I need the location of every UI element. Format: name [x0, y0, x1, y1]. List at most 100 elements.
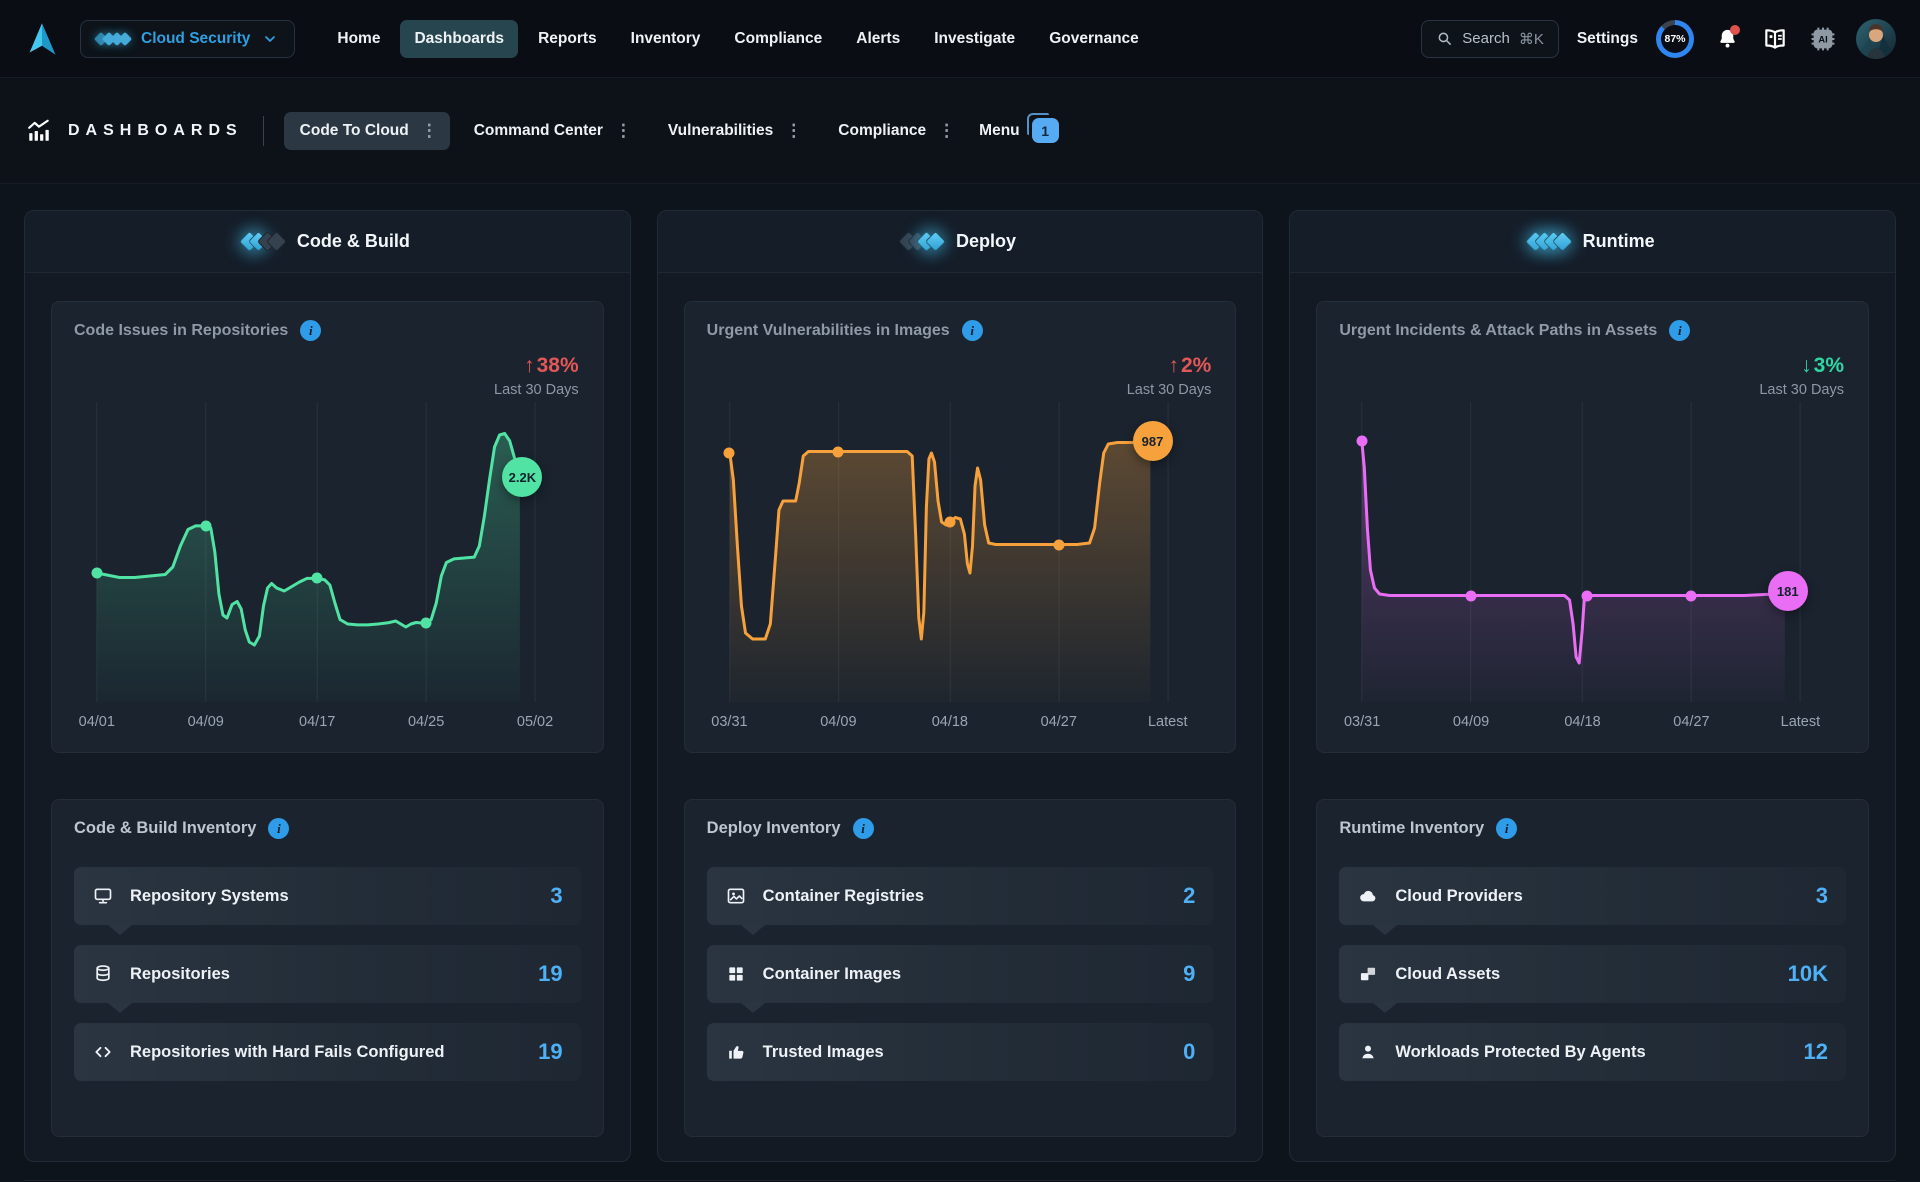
latest-value-bubble: 181 — [1767, 571, 1808, 611]
line-chart[interactable]: 2.2K — [74, 402, 581, 702]
grid-icon — [725, 963, 747, 985]
dashboard-tab-code-to-cloud[interactable]: Code To Cloud ⋮ — [283, 111, 450, 150]
cloud-icon — [1357, 885, 1379, 907]
image-icon — [725, 885, 747, 907]
data-point-dot — [91, 567, 103, 579]
health-score-ring[interactable]: 87% — [1656, 19, 1694, 58]
trend-change-value: 3% — [1813, 354, 1844, 377]
inventory-card: Code & Build Inventory i Repository Syst… — [51, 799, 604, 1137]
code-icon — [92, 1041, 114, 1063]
next-section-peek — [24, 1180, 1896, 1182]
tab-overflow-icon[interactable]: ⋮ — [785, 121, 803, 140]
inventory-row-value: 19 — [538, 1039, 563, 1064]
x-axis-tick-label: 04/17 — [299, 714, 336, 730]
stage-panel: Deploy Urgent Vulnerabilities in Images … — [656, 210, 1264, 1162]
info-icon[interactable]: i — [852, 818, 874, 839]
dashboard-tab-command-center[interactable]: Command Center ⋮ — [458, 112, 644, 150]
trend-change-value: 2% — [1180, 354, 1212, 377]
chart-title: Urgent Vulnerabilities in Images — [706, 321, 950, 339]
thumbs-up-icon — [725, 1041, 747, 1063]
inventory-row[interactable]: Cloud Assets 10K — [1339, 945, 1846, 1013]
inventory-row[interactable]: Repositories with Hard Fails Configured 1… — [74, 1023, 581, 1081]
tab-overflow-icon[interactable]: ⋮ — [614, 121, 632, 140]
dashboard-tab-vulnerabilities[interactable]: Vulnerabilities ⋮ — [652, 112, 814, 150]
divider — [262, 115, 264, 146]
inventory-row-label: Cloud Providers — [1395, 886, 1523, 905]
nav-item-investigate[interactable]: Investigate — [934, 29, 1016, 47]
x-axis-tick-label: 04/09 — [187, 714, 224, 730]
inventory-row-value: 9 — [1183, 961, 1196, 986]
trend-change: ↓ 3% Last 30 Days — [1759, 354, 1844, 398]
monitor-icon — [92, 885, 114, 907]
inventory-row[interactable]: Cloud Providers 3 — [1339, 867, 1846, 935]
inventory-row-label: Trusted Images — [762, 1042, 884, 1061]
nav-item-alerts[interactable]: Alerts — [856, 29, 901, 47]
data-point-dot — [1465, 590, 1477, 601]
line-chart[interactable]: 181 — [1339, 402, 1846, 702]
stage-header: Deploy — [657, 211, 1263, 273]
dashboards-menu-button[interactable]: Menu 1 — [967, 108, 1070, 153]
tab-overflow-icon[interactable]: ⋮ — [420, 121, 438, 140]
info-icon[interactable]: i — [300, 320, 322, 341]
documentation-button[interactable] — [1760, 24, 1790, 54]
data-point-dot — [200, 520, 212, 532]
line-chart[interactable]: 987 — [707, 402, 1214, 702]
stage-title: Code & Build — [296, 231, 410, 251]
inventory-row[interactable]: Repository Systems 3 — [74, 867, 581, 935]
stage-title: Deploy — [955, 231, 1016, 251]
notifications-button[interactable] — [1712, 24, 1742, 54]
info-icon[interactable]: i — [268, 818, 290, 839]
cortex-logo-icon[interactable] — [24, 21, 60, 57]
nav-item-dashboards[interactable]: Dashboards — [400, 19, 519, 58]
x-axis-labels: 04/01 04/09 04/17 04/25 05/02 — [74, 710, 581, 736]
user-avatar[interactable] — [1856, 18, 1896, 59]
inventory-row-label: Container Registries — [762, 886, 925, 905]
info-icon[interactable]: i — [961, 320, 983, 341]
info-icon[interactable]: i — [1669, 320, 1691, 341]
x-axis-tick-label: 04/18 — [1564, 714, 1601, 730]
trend-arrow-icon: ↑ — [1168, 354, 1179, 377]
product-switcher[interactable]: Cloud Security — [80, 19, 296, 58]
dashboard-tabs: Code To Cloud ⋮ Command Center ⋮ Vulnerabili… — [283, 111, 967, 150]
nav-item-reports[interactable]: Reports — [538, 29, 597, 47]
nav-item-home[interactable]: Home — [337, 29, 381, 47]
trend-period: Last 30 Days — [494, 382, 579, 398]
assets-icon — [1357, 963, 1379, 985]
inventory-card: Runtime Inventory i Cloud Providers 3 Clou… — [1316, 799, 1869, 1137]
x-axis-tick-label: 04/25 — [407, 714, 445, 730]
tab-overflow-icon[interactable]: ⋮ — [938, 121, 956, 140]
chevron-down-icon — [265, 35, 276, 42]
global-search-input[interactable]: Search ⌘K — [1421, 19, 1559, 58]
info-icon[interactable]: i — [1496, 818, 1518, 839]
nav-item-compliance[interactable]: Compliance — [734, 29, 823, 47]
x-axis-tick-label: 05/02 — [516, 714, 554, 730]
product-diamonds-icon — [93, 31, 133, 46]
dashboards-bar: DASHBOARDS Code To Cloud ⋮ Command Center ⋮… — [0, 78, 1920, 184]
dashboard-tab-compliance[interactable]: Compliance ⋮ — [822, 112, 967, 150]
settings-link[interactable]: Settings — [1576, 29, 1638, 47]
x-axis-tick-label: 04/27 — [1040, 714, 1077, 730]
health-score-value: 87% — [1664, 32, 1686, 45]
trend-period: Last 30 Days — [1759, 382, 1844, 398]
inventory-row[interactable]: Trusted Images 0 — [706, 1023, 1214, 1081]
x-axis-labels: 03/31 04/09 04/18 04/27 Latest — [707, 710, 1214, 736]
ai-assistant-button[interactable]: AI — [1808, 24, 1838, 54]
x-axis-tick-label: 04/01 — [78, 714, 115, 730]
inventory-row[interactable]: Container Images 9 — [706, 945, 1214, 1013]
trend-arrow-icon: ↓ — [1801, 354, 1812, 377]
nav-item-inventory[interactable]: Inventory — [630, 29, 701, 47]
nav-item-governance[interactable]: Governance — [1049, 29, 1139, 47]
inventory-row[interactable]: Container Registries 2 — [706, 867, 1214, 935]
inventory-row-value: 19 — [538, 961, 563, 986]
x-axis-tick-label: 04/09 — [820, 714, 857, 730]
chart-title: Code Issues in Repositories — [74, 321, 289, 339]
search-shortcut: ⌘K — [1518, 30, 1544, 48]
inventory-row[interactable]: Workloads Protected By Agents 12 — [1339, 1023, 1846, 1081]
inventory-row[interactable]: Repositories 19 — [74, 945, 581, 1013]
x-axis-tick-label: 04/18 — [931, 714, 968, 730]
trend-change-value: 38% — [536, 354, 579, 377]
data-point-dot — [1685, 590, 1697, 601]
stage-panel: Runtime Urgent Incidents & Attack Paths … — [1289, 210, 1896, 1162]
latest-value-bubble: 2.2K — [502, 457, 543, 497]
stage-panel: Code & Build Code Issues in Repositories… — [24, 210, 631, 1162]
